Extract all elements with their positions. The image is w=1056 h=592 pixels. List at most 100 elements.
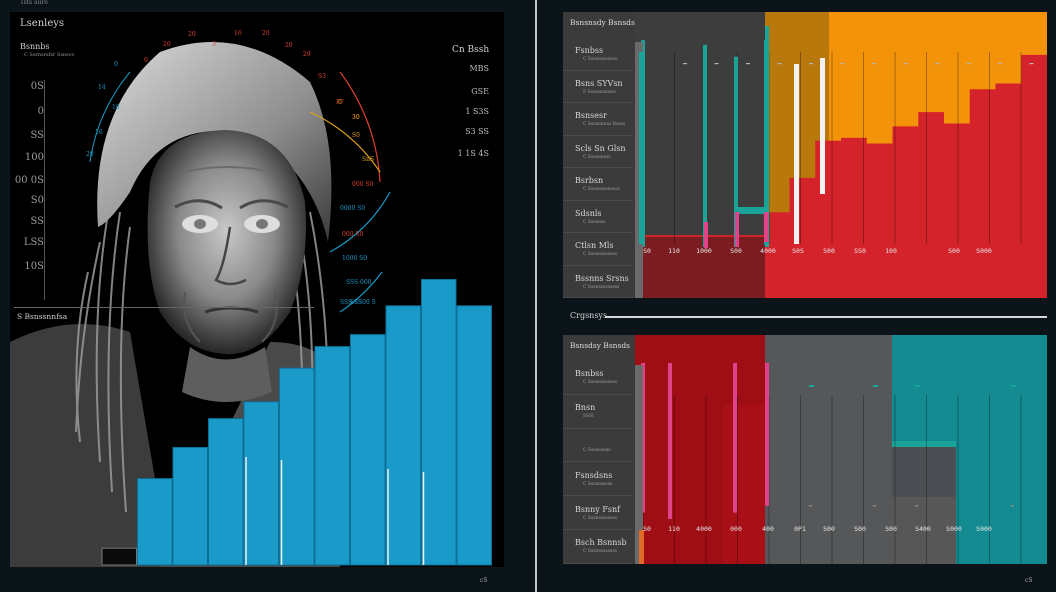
gauge-label: SSS00 S: [350, 299, 376, 306]
right-corner-mark: cS: [1025, 577, 1033, 584]
gauge-label: S3: [318, 73, 326, 80]
x-tick-label: 4000: [760, 247, 776, 255]
x-tick-label: S00: [730, 247, 742, 255]
row-label-cell: Fsnbss C Sssnssssssss: [563, 38, 633, 71]
ref-mark: [935, 63, 939, 65]
gauge-label: SSS 000: [346, 279, 372, 286]
row-label-cell: Bsnny Fsnf C Sssnssssssss: [563, 496, 633, 530]
row-name: Bnsn: [575, 403, 596, 413]
white-bar: [820, 58, 825, 194]
teal-left-bar: [639, 52, 644, 244]
row-label-cell: Bsrbsn C Sssnssssnssss: [563, 168, 633, 201]
teal-mark: [873, 385, 878, 387]
gauge-label: S0: [352, 132, 360, 139]
x-tick-label: S00: [823, 525, 835, 533]
zone-red-block: [723, 405, 765, 564]
x-tick-label: 0P1: [794, 525, 806, 533]
row-note: C Sssnsss: [583, 219, 606, 225]
x-tick-label: S0S: [792, 247, 804, 255]
ref-mark: [840, 63, 845, 65]
x-tick-label: S000: [946, 525, 962, 533]
row-label-cell: Bsnsesr C Sssnsnnss Bssss: [563, 103, 633, 136]
ref-mark: [683, 63, 687, 65]
row-note: C Sssnssssssss: [583, 549, 617, 555]
row-name: Bsnsesr: [575, 111, 607, 121]
teal-line: [703, 44, 707, 248]
right-value-label: 1 S3S: [465, 107, 489, 116]
x-tick-label: S000: [976, 247, 992, 255]
y-tick-label: SS: [30, 130, 44, 141]
top-chart-row-labels: Fsnbss C Sssnssssssss Bsns SYVsn F Sssssnss…: [563, 38, 635, 298]
x-tick-label: 1000: [696, 247, 712, 255]
right-value-label: S3 SS: [465, 127, 489, 136]
y-tick-label: 0S: [30, 81, 44, 92]
zone-gray-block: [892, 447, 956, 497]
row-name: Bsnny Fsnf: [575, 504, 621, 514]
row-note: C Sssnssssss: [583, 481, 613, 487]
gauge-label: 20: [163, 41, 171, 48]
top-chart-panel: Fsnbss C Sssnssssssss Bsns SYVsn F Sssssnss…: [563, 12, 1047, 298]
row-name: Scls Sn Glsn: [575, 143, 626, 153]
row-note: C Sssnsnsss: [583, 154, 611, 160]
bottom-chart-panel: Bsnbss C Sssnssssssss Bnsn SSSl C Sssnsssns F…: [563, 335, 1047, 564]
bar: [456, 305, 492, 566]
row-label-cell: Bsns SYVsn F Sssssnsslsss: [563, 71, 633, 103]
top-chart-title: Bsnsnsdy Bsnsds: [570, 18, 635, 27]
row-note: C Sssnssssssss: [583, 380, 617, 386]
bar: [208, 418, 244, 566]
ref-mark: [966, 63, 971, 65]
row-label-cell: Bsch Bsnnsb C Sssnssssssss: [563, 530, 633, 564]
y-tick-label: S0: [30, 195, 44, 206]
gauge-label: 70: [352, 114, 360, 121]
row-label-cell: Scls Sn Glsn C Sssnsnsss: [563, 136, 633, 168]
right-value-label: MBS: [469, 64, 489, 73]
gauge-label: 0: [144, 57, 148, 64]
ref-mark: [1029, 63, 1034, 65]
gauge-label: 30: [352, 114, 360, 121]
left-panel: [10, 12, 504, 567]
pink-bar: [764, 212, 768, 242]
x-tick-label: SS0: [854, 247, 866, 255]
pink-bar: [733, 363, 737, 513]
teal-mark: [809, 385, 814, 387]
gauge-label: 20: [262, 30, 270, 37]
x-tick-label: S400: [915, 525, 931, 533]
gauge-label: 29: [303, 51, 311, 58]
x-tick-label: 000: [730, 525, 742, 533]
ref-mark: [746, 63, 750, 65]
left-strip: [635, 365, 643, 564]
row-label-cell: C Sssnsssns: [563, 429, 633, 463]
row-name: Bssnns Srsns: [575, 273, 629, 283]
bottom-chart-plot: S0 110 4000 000 400 0P1 S00 S00 S00 S400 S000 S000: [635, 335, 1047, 564]
x-tick-label: 4000: [696, 525, 712, 533]
gauge-label: 0: [338, 99, 342, 106]
row-note: C Sssnssssssss: [583, 515, 617, 521]
gauge-label: 000 S0: [352, 181, 374, 188]
row-note: C Sssnsnnss Bssss: [583, 122, 626, 128]
ref-mark: [903, 63, 908, 65]
left-top-caption: Tsts aure: [20, 0, 48, 6]
teal-segment: [735, 207, 765, 214]
gauge-label: 16: [234, 30, 242, 37]
row-label-cell: Bsnbss C Sssnssssssss: [563, 361, 633, 395]
orange-stub: [639, 530, 644, 564]
ref-mark: [809, 505, 812, 507]
gauge-label: 1000 S0: [342, 255, 368, 262]
bar: [350, 334, 386, 566]
row-note: F Sssssnsslsss: [583, 89, 616, 95]
row-name: Bsrbsn: [575, 176, 604, 186]
row-name: Sdsnls: [575, 208, 602, 218]
ref-mark: [998, 63, 1002, 65]
bottom-chart-title: Bsnsdsy Bsnsds: [570, 341, 630, 350]
pink-bar: [668, 363, 672, 452]
zone-dark-red: [635, 237, 765, 298]
x-tick-label: 100: [885, 247, 897, 255]
row-name: Ctlsn Mls: [575, 241, 614, 251]
panel-divider: [535, 0, 537, 592]
bar: [172, 446, 208, 566]
gauge-label: SSS SS: [340, 299, 363, 306]
zone-gray: [765, 335, 892, 564]
x-tick-label: S00: [948, 247, 960, 255]
gauge-label: 14: [98, 84, 106, 91]
bar: [137, 478, 173, 566]
